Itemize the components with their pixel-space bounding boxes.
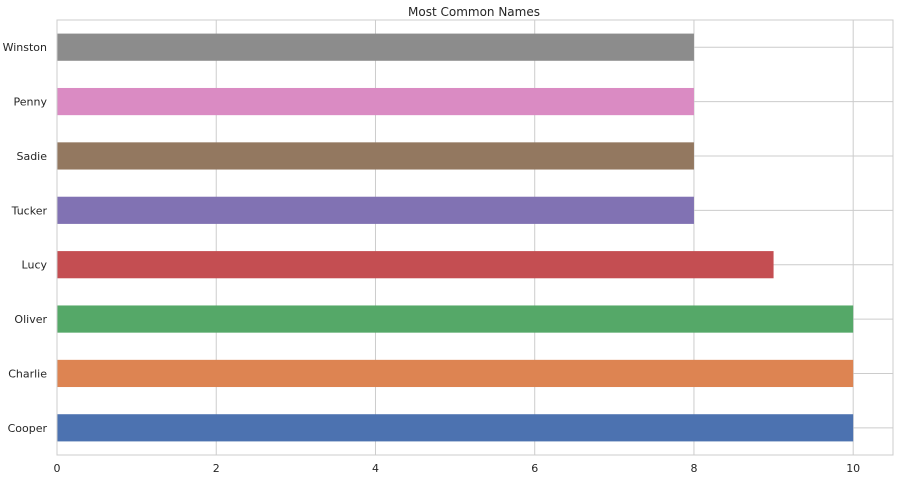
x-tick-label: 6 bbox=[531, 462, 538, 475]
x-tick-label: 8 bbox=[690, 462, 697, 475]
grid bbox=[56, 20, 893, 455]
chart-title: Most Common Names bbox=[408, 5, 540, 19]
y-tick-label: Lucy bbox=[22, 259, 48, 272]
bar-penny bbox=[57, 87, 694, 116]
y-tick-label: Oliver bbox=[14, 313, 47, 326]
bar-oliver bbox=[57, 305, 854, 333]
bars bbox=[57, 33, 854, 442]
y-tick-label: Charlie bbox=[8, 367, 47, 380]
x-tick-labels: 0 2 4 6 8 10 bbox=[54, 462, 861, 475]
bar-winston bbox=[57, 33, 694, 61]
bar-lucy bbox=[57, 251, 774, 279]
bar-sadie bbox=[57, 142, 694, 170]
y-tick-label: Cooper bbox=[8, 422, 48, 435]
bar-charlie bbox=[57, 359, 854, 388]
x-tick-label: 2 bbox=[213, 462, 220, 475]
x-tick-label: 10 bbox=[846, 462, 860, 475]
x-tick-label: 4 bbox=[372, 462, 379, 475]
x-tick-label: 0 bbox=[54, 462, 61, 475]
y-tick-label: Tucker bbox=[11, 204, 48, 217]
y-tick-label: Sadie bbox=[16, 150, 47, 163]
y-tick-labels: Cooper Charlie Oliver Lucy Tucker Sadie Penny W… bbox=[3, 41, 48, 435]
y-tick-label: Winston bbox=[3, 41, 47, 54]
bar-tucker bbox=[57, 196, 694, 224]
bar-cooper bbox=[57, 414, 854, 442]
plot-frame bbox=[56, 19, 894, 456]
y-tick-label: Penny bbox=[14, 96, 48, 109]
